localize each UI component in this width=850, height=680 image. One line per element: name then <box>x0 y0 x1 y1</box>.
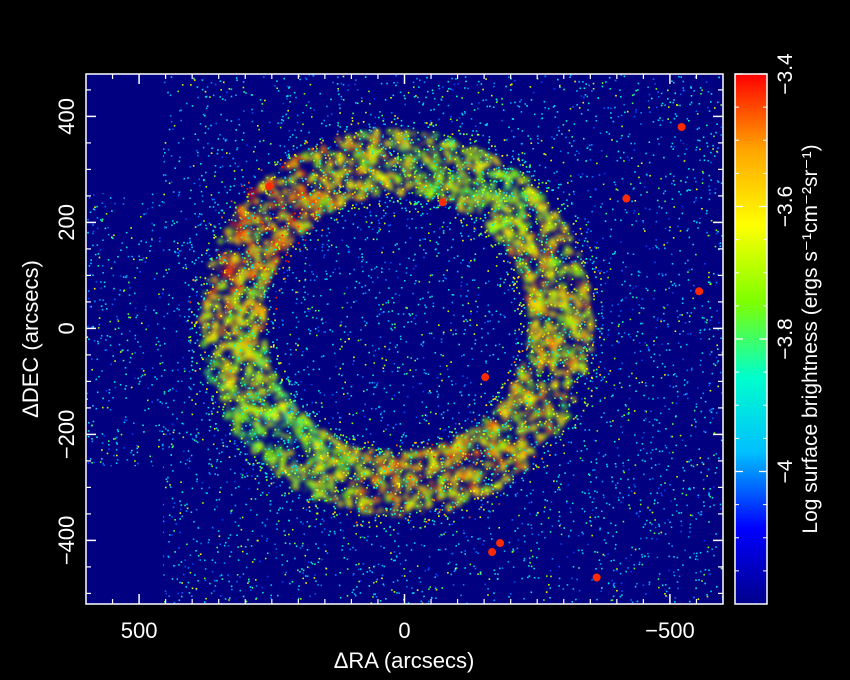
colorbar-tick-label: −3.6 <box>774 186 797 227</box>
colorbar-label: Log surface brightness (ergs s⁻¹cm⁻²sr⁻¹… <box>799 144 822 533</box>
point-sources <box>265 123 704 582</box>
colorbar-tick-label: −3.4 <box>774 53 797 95</box>
x-tick-label: −500 <box>645 618 695 643</box>
nebula-ring-speckle <box>187 117 605 531</box>
y-tick-label: −400 <box>54 516 79 566</box>
x-tick-label: 0 <box>398 618 410 643</box>
y-tick-label: 0 <box>54 322 79 334</box>
x-axis-ticks: 500 0 −500 <box>111 74 698 643</box>
colorbar-ticks: −4 −3.8 −3.6 −3.4 <box>735 53 797 572</box>
y-axis-label: ΔDEC (arcsecs) <box>18 260 43 418</box>
y-tick-label: 200 <box>54 204 79 241</box>
colorbar-tick-label: −4 <box>774 459 797 483</box>
colorbar-tick-label: −3.8 <box>774 318 797 359</box>
nebula-ring <box>197 128 596 518</box>
image-area <box>86 74 723 604</box>
y-tick-label: 400 <box>54 98 79 135</box>
masked-regions <box>86 74 163 604</box>
image-background <box>86 74 723 604</box>
x-axis-label: ΔRA (arcsecs) <box>334 648 475 673</box>
x-tick-label: 500 <box>121 618 158 643</box>
y-tick-label: −200 <box>54 410 79 460</box>
y-axis-ticks: 400 200 0 −200 −400 <box>54 89 723 595</box>
